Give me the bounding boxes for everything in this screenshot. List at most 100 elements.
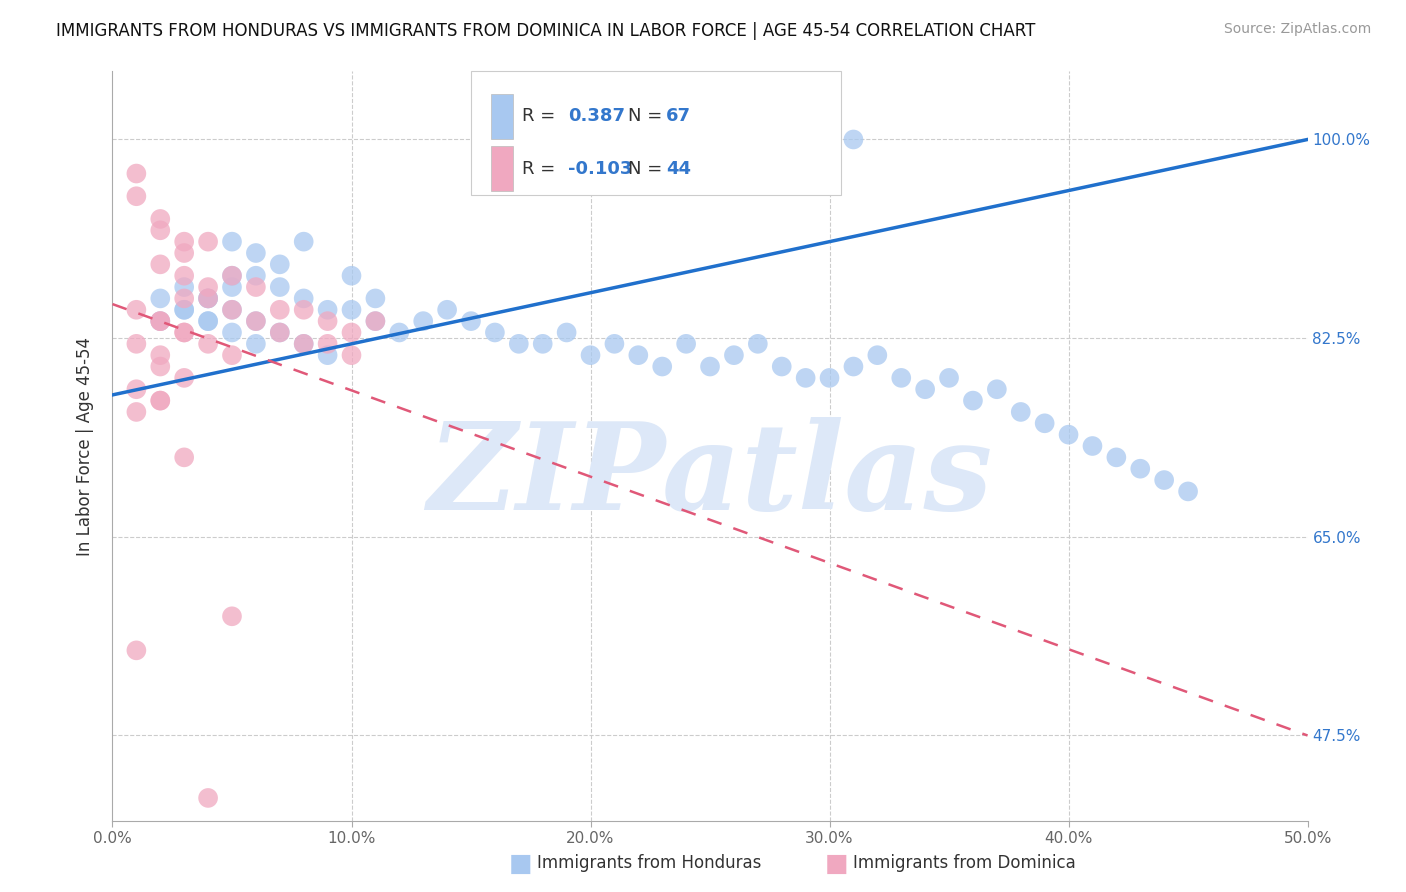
Point bbox=[316, 336, 339, 351]
Text: 0.387: 0.387 bbox=[568, 107, 624, 125]
Point bbox=[579, 348, 602, 362]
Point bbox=[125, 405, 148, 419]
Point bbox=[221, 609, 243, 624]
Point bbox=[269, 280, 291, 294]
Point bbox=[340, 268, 363, 283]
Point bbox=[149, 393, 172, 408]
Point bbox=[938, 371, 960, 385]
Point bbox=[149, 348, 172, 362]
Point bbox=[1129, 461, 1152, 475]
Text: 67: 67 bbox=[666, 107, 690, 125]
Point bbox=[125, 336, 148, 351]
Point bbox=[269, 326, 291, 340]
FancyBboxPatch shape bbox=[491, 146, 513, 191]
Point bbox=[340, 326, 363, 340]
Point bbox=[173, 302, 195, 317]
Point bbox=[794, 371, 817, 385]
Point bbox=[292, 336, 315, 351]
Point bbox=[292, 292, 315, 306]
Text: Immigrants from Honduras: Immigrants from Honduras bbox=[537, 855, 762, 872]
Point bbox=[555, 326, 578, 340]
FancyBboxPatch shape bbox=[491, 94, 513, 139]
Point bbox=[747, 132, 769, 146]
Point bbox=[149, 314, 172, 328]
Point bbox=[269, 302, 291, 317]
Point bbox=[149, 359, 172, 374]
Text: ■: ■ bbox=[825, 852, 848, 875]
Point bbox=[149, 314, 172, 328]
Point bbox=[747, 336, 769, 351]
Point bbox=[197, 314, 219, 328]
Point bbox=[221, 302, 243, 317]
Point bbox=[675, 336, 697, 351]
Text: Source: ZipAtlas.com: Source: ZipAtlas.com bbox=[1223, 22, 1371, 37]
Point bbox=[221, 268, 243, 283]
Point bbox=[412, 314, 434, 328]
Point bbox=[484, 326, 506, 340]
Point bbox=[962, 393, 984, 408]
Point bbox=[1177, 484, 1199, 499]
Point bbox=[340, 348, 363, 362]
FancyBboxPatch shape bbox=[471, 71, 842, 195]
Point bbox=[149, 257, 172, 271]
Point bbox=[292, 235, 315, 249]
Text: IMMIGRANTS FROM HONDURAS VS IMMIGRANTS FROM DOMINICA IN LABOR FORCE | AGE 45-54 : IMMIGRANTS FROM HONDURAS VS IMMIGRANTS F… bbox=[56, 22, 1036, 40]
Point bbox=[1105, 450, 1128, 465]
Text: R =: R = bbox=[523, 160, 561, 178]
Point bbox=[149, 393, 172, 408]
Point bbox=[197, 292, 219, 306]
Point bbox=[1010, 405, 1032, 419]
Point bbox=[149, 223, 172, 237]
Point bbox=[197, 292, 219, 306]
Point bbox=[436, 302, 458, 317]
Point bbox=[316, 314, 339, 328]
Point bbox=[125, 302, 148, 317]
Point bbox=[794, 132, 817, 146]
Point bbox=[364, 292, 387, 306]
Point bbox=[173, 450, 195, 465]
Point bbox=[842, 359, 865, 374]
Point bbox=[173, 235, 195, 249]
Point bbox=[245, 268, 267, 283]
Point bbox=[627, 348, 650, 362]
Point bbox=[221, 235, 243, 249]
Point bbox=[245, 314, 267, 328]
Point bbox=[197, 314, 219, 328]
Point bbox=[173, 302, 195, 317]
Text: -0.103: -0.103 bbox=[568, 160, 633, 178]
Point bbox=[197, 280, 219, 294]
Point bbox=[197, 336, 219, 351]
Point bbox=[245, 336, 267, 351]
Point bbox=[173, 246, 195, 260]
Point bbox=[149, 211, 172, 226]
Point bbox=[125, 382, 148, 396]
Point bbox=[221, 280, 243, 294]
Point bbox=[460, 314, 482, 328]
Point bbox=[245, 246, 267, 260]
Point bbox=[914, 382, 936, 396]
Point bbox=[149, 292, 172, 306]
Point bbox=[723, 348, 745, 362]
Point bbox=[221, 302, 243, 317]
Text: ■: ■ bbox=[509, 852, 531, 875]
Point bbox=[531, 336, 554, 351]
Point bbox=[699, 359, 721, 374]
Point bbox=[269, 326, 291, 340]
Point bbox=[1033, 417, 1056, 431]
Point bbox=[197, 235, 219, 249]
Point bbox=[651, 359, 673, 374]
Point bbox=[245, 314, 267, 328]
Point bbox=[221, 326, 243, 340]
Point bbox=[173, 326, 195, 340]
Point bbox=[269, 257, 291, 271]
Point bbox=[890, 371, 912, 385]
Point bbox=[340, 302, 363, 317]
Point bbox=[173, 268, 195, 283]
Point bbox=[1081, 439, 1104, 453]
Point bbox=[197, 791, 219, 805]
Point bbox=[245, 280, 267, 294]
Text: N =: N = bbox=[627, 107, 668, 125]
Point bbox=[986, 382, 1008, 396]
Point bbox=[1057, 427, 1080, 442]
Point bbox=[173, 326, 195, 340]
